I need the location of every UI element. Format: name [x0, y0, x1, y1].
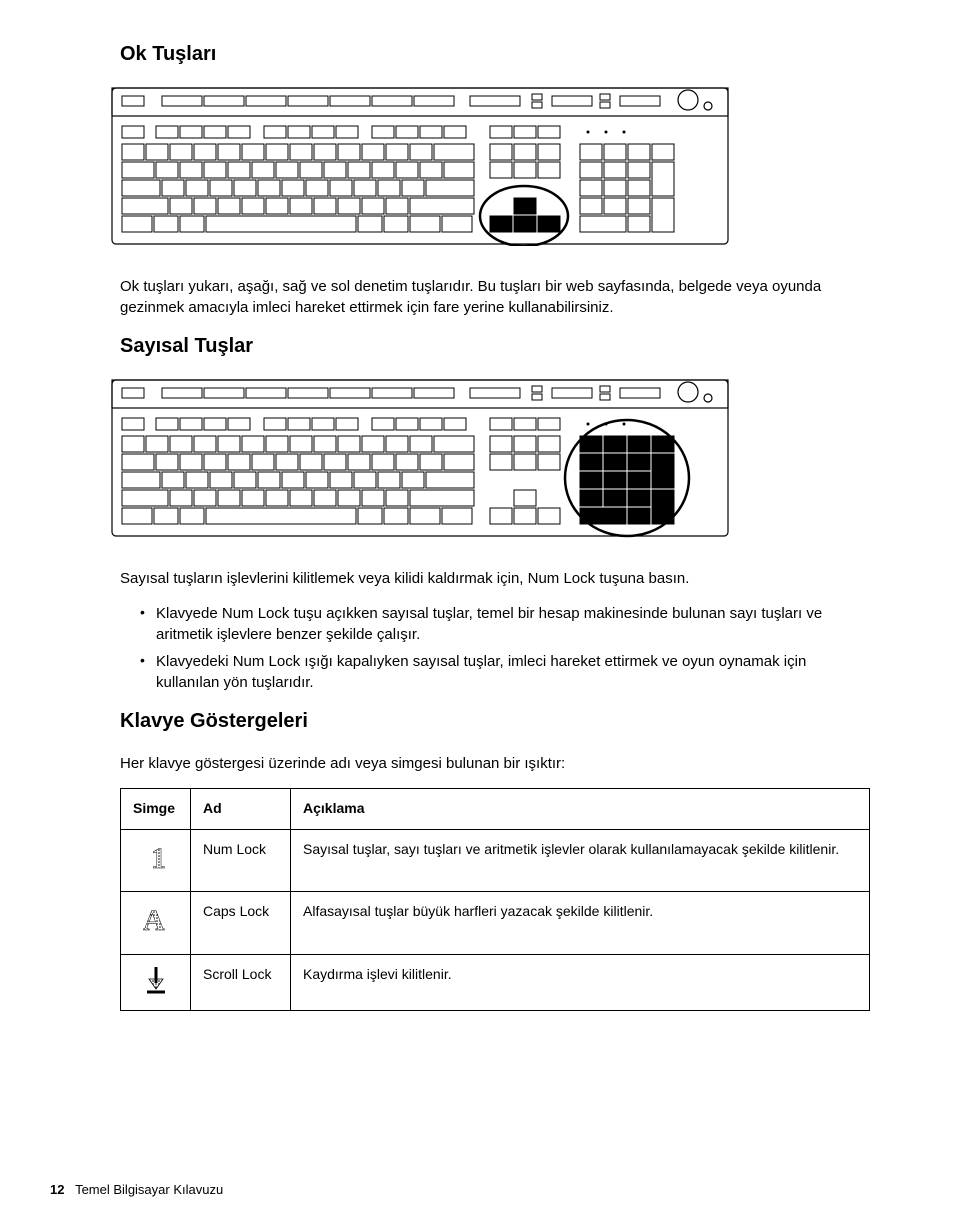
scrolllock-icon: [121, 954, 191, 1011]
numlock-icon: 1: [121, 829, 191, 892]
row-desc: Alfasayısal tuşlar büyük harfleri yazaca…: [291, 892, 870, 955]
footer-title: Temel Bilgisayar Kılavuzu: [75, 1182, 223, 1197]
keyboard-figure-numpad: [110, 378, 870, 544]
col-header-ad: Ad: [191, 789, 291, 830]
row-desc: Kaydırma işlevi kilitlenir.: [291, 954, 870, 1011]
table-header-row: Simge Ad Açıklama: [121, 789, 870, 830]
indicators-table: Simge Ad Açıklama 1 Num Lock Sayısal tuş…: [120, 788, 870, 1011]
col-header-aciklama: Açıklama: [291, 789, 870, 830]
keyboard-figure-arrows: [110, 86, 870, 252]
table-row: Scroll Lock Kaydırma işlevi kilitlenir.: [121, 954, 870, 1011]
section1-paragraph: Ok tuşları yukarı, aşağı, sağ ve sol den…: [120, 276, 870, 318]
svg-text:1: 1: [151, 842, 166, 875]
col-header-simge: Simge: [121, 789, 191, 830]
svg-text:A: A: [143, 904, 165, 937]
section2-heading: Sayısal Tuşlar: [120, 332, 870, 360]
section1-heading: Ok Tuşları: [120, 40, 870, 68]
page-number: 12: [50, 1182, 64, 1197]
section2-bullets: Klavyede Num Lock tuşu açıkken sayısal t…: [120, 603, 870, 693]
table-row: 1 Num Lock Sayısal tuşlar, sayı tuşları …: [121, 829, 870, 892]
bullet-item: Klavyedeki Num Lock ışığı kapalıyken say…: [140, 651, 870, 693]
section3-paragraph: Her klavye göstergesi üzerinde adı veya …: [120, 753, 870, 774]
row-name: Caps Lock: [191, 892, 291, 955]
bullet-item: Klavyede Num Lock tuşu açıkken sayısal t…: [140, 603, 870, 645]
section2-paragraph: Sayısal tuşların işlevlerini kilitlemek …: [120, 568, 870, 589]
page-footer: 12 Temel Bilgisayar Kılavuzu: [50, 1181, 223, 1199]
row-desc: Sayısal tuşlar, sayı tuşları ve aritmeti…: [291, 829, 870, 892]
capslock-icon: A: [121, 892, 191, 955]
section3-heading: Klavye Göstergeleri: [120, 707, 870, 735]
row-name: Num Lock: [191, 829, 291, 892]
row-name: Scroll Lock: [191, 954, 291, 1011]
table-row: A Caps Lock Alfasayısal tuşlar büyük har…: [121, 892, 870, 955]
